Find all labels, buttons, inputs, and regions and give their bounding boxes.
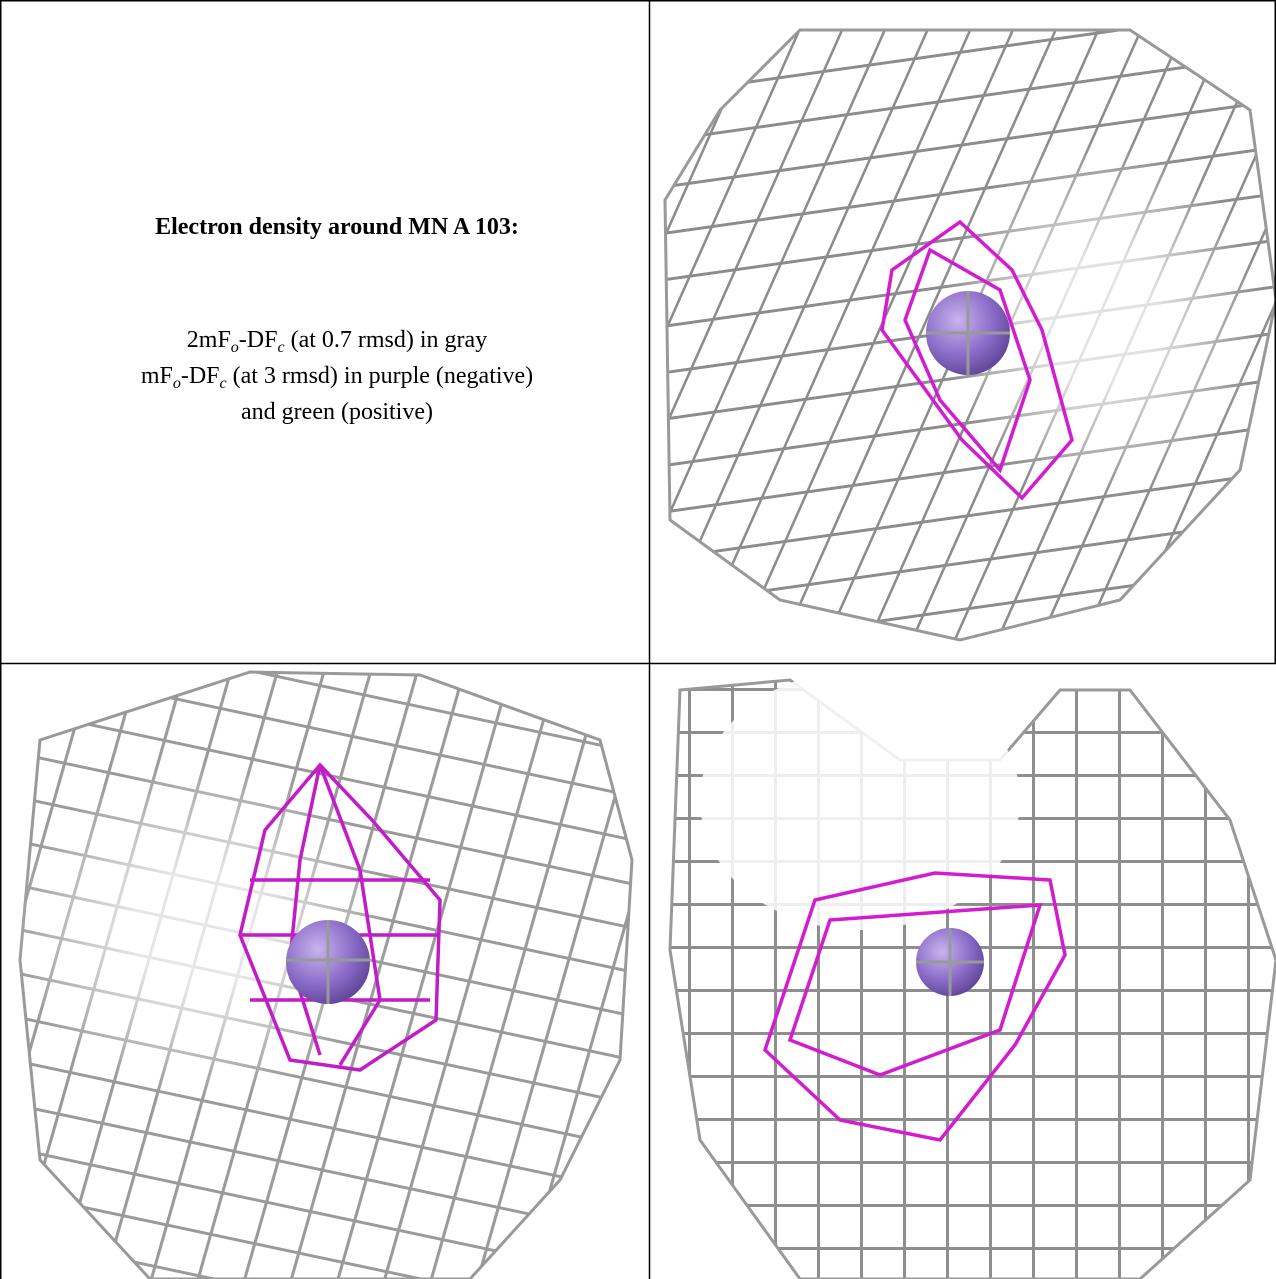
caption-line: and green (positive)	[0, 394, 674, 430]
caption-line: 2mFo-DFc (at 0.7 rmsd) in gray	[0, 322, 674, 358]
caption-text: (at 3 rmsd) in purple (negative)	[226, 363, 534, 389]
density-view-3	[668, 670, 1276, 1279]
density-view-1	[663, 28, 1276, 642]
subscript: c	[277, 339, 285, 356]
subscript: o	[172, 375, 181, 392]
caption-text: and green (positive)	[241, 399, 433, 425]
subscript: c	[219, 375, 227, 392]
caption-line: mFo-DFc (at 3 rmsd) in purple (negative)	[0, 358, 674, 394]
caption-text: -DF	[238, 327, 278, 353]
caption-cell: Electron density around MN A 103: 2mFo-D…	[0, 0, 649, 663]
subscript: o	[230, 339, 239, 356]
caption-text: -DF	[180, 363, 220, 389]
caption-text: 2mF	[186, 327, 231, 353]
caption-lines: 2mFo-DFc (at 0.7 rmsd) in gray mFo-DFc (a…	[0, 322, 674, 430]
density-view-2	[10, 670, 634, 1279]
caption-text: (at 0.7 rmsd) in gray	[284, 327, 488, 353]
caption-text: mF	[140, 363, 173, 389]
caption-title: Electron density around MN A 103:	[155, 214, 519, 240]
